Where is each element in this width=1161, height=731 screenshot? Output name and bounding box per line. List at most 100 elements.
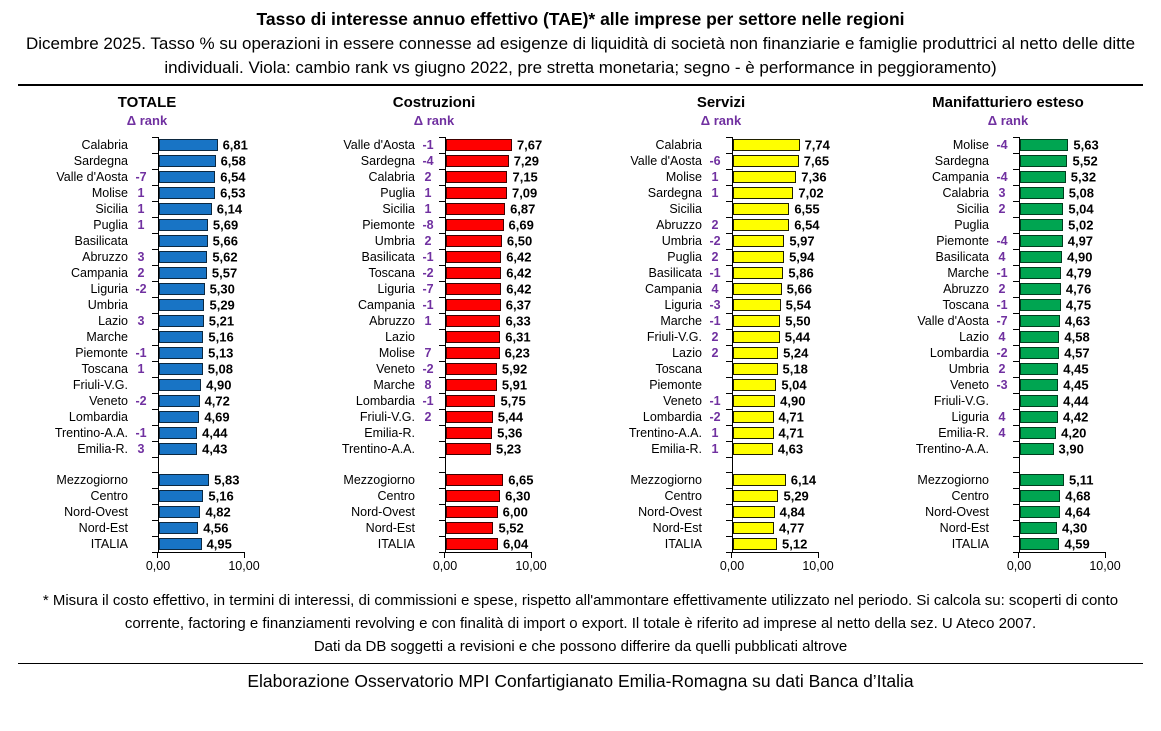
region-row: Veneto -1 4,90: [584, 393, 871, 410]
rank-delta: 3: [137, 250, 145, 264]
bar: [1020, 203, 1064, 215]
value-label: 5,30: [209, 281, 235, 297]
value-label: 4,45: [1063, 361, 1089, 377]
region-row: Emilia-R. 3 4,43: [10, 441, 297, 458]
value-label: 7,67: [516, 137, 543, 153]
bar: [733, 315, 781, 327]
region-label: Campania: [358, 298, 415, 312]
rank-delta: -1: [422, 250, 434, 264]
bar: [159, 267, 207, 279]
bar: [733, 490, 779, 502]
region-row: Puglia 1 7,09: [297, 185, 584, 202]
bar-plot: 5,24: [726, 345, 819, 362]
rank-delta: 4: [998, 330, 1006, 344]
region-label: Emilia-R.: [364, 426, 415, 440]
bar-plot: 4,69: [152, 409, 245, 426]
region-label: Mezzogiorno: [630, 473, 702, 487]
rank-delta: 4: [711, 282, 719, 296]
bar-plot: 5,66: [152, 233, 245, 250]
value-label: 7,09: [511, 185, 538, 201]
bar-plot: 5,23: [439, 441, 532, 458]
region-row: Puglia 5,02: [871, 217, 1158, 234]
region-row: Lazio 2 5,24: [584, 345, 871, 362]
value-label: 6,54: [794, 217, 820, 233]
value-label: 4,20: [1061, 425, 1087, 441]
value-label: 5,18: [782, 361, 808, 377]
bar: [733, 506, 775, 518]
bar-plot: 6,14: [726, 472, 819, 489]
x-tick-label-min: 0,00: [432, 559, 458, 573]
value-label: 5,75: [500, 393, 526, 409]
bar-plot: 7,29: [439, 153, 539, 170]
region-row: Molise 1 7,36: [584, 169, 871, 186]
region-row: Marche 8 5,91: [297, 377, 584, 394]
region-row: Piemonte 5,04: [584, 377, 871, 394]
region-label: Campania: [645, 282, 702, 296]
bar: [733, 474, 786, 486]
value-label: 6,58: [220, 153, 246, 169]
value-label: 5,36: [497, 425, 523, 441]
value-label: 4,72: [204, 393, 230, 409]
bar-plot: 4,56: [152, 520, 245, 537]
bar: [446, 187, 507, 199]
bar: [733, 363, 778, 375]
bar: [159, 395, 200, 407]
region-row: Sardegna 5,52: [871, 153, 1158, 170]
value-label: 6,23: [504, 345, 530, 361]
value-label: 6,53: [220, 185, 246, 201]
chart-panel-manifatturiero-esteso: Manifatturiero esteso Δ rank Molise -4 5,63 S…: [871, 94, 1158, 575]
value-label: 7,29: [513, 153, 539, 169]
region-label: Basilicata: [361, 250, 416, 264]
region-label: Sicilia: [669, 202, 702, 216]
bar: [159, 538, 202, 550]
bar: [159, 331, 204, 343]
bar-plot: 6,58: [152, 153, 246, 170]
bar-plot: 5,08: [1013, 185, 1106, 202]
bar-plot: 6,53: [152, 185, 246, 202]
value-label: 4,71: [778, 425, 804, 441]
bar-plot: 4,63: [1013, 313, 1106, 330]
bar: [1020, 267, 1062, 279]
panel-title: Servizi: [696, 94, 746, 111]
rank-delta: -1: [422, 394, 434, 408]
region-label: Liguria: [664, 298, 702, 312]
bar: [733, 379, 777, 391]
region-label: ITALIA: [90, 537, 128, 551]
page-title: Tasso di interesse annuo effettivo (TAE)…: [256, 9, 905, 29]
bar-plot: 5,18: [726, 361, 819, 378]
charts-row: TOTALE Δ rank Calabria 6,81 Sardegna 6,58 Vall…: [0, 86, 1161, 575]
value-label: 4,63: [1064, 313, 1091, 329]
bar-plot: 6,54: [726, 217, 820, 234]
x-axis-labels: 0,00 10,00: [146, 559, 260, 575]
region-label: Toscana: [81, 362, 128, 376]
bar: [446, 411, 493, 423]
region-label: Umbria: [661, 234, 702, 248]
region-row: Puglia 2 5,94: [584, 249, 871, 266]
value-label: 5,44: [497, 409, 524, 425]
value-label: 5,66: [786, 281, 812, 297]
region-label: Valle d'Aosta: [630, 154, 702, 168]
bar: [159, 235, 208, 247]
spacer-plot: [726, 457, 819, 473]
rank-delta: 8: [424, 378, 432, 392]
region-label: Sardegna: [647, 186, 702, 200]
bar-plot: 4,30: [1013, 520, 1106, 537]
region-row: Emilia-R. 5,36: [297, 425, 584, 442]
region-row: Calabria 7,74: [584, 137, 871, 154]
bar: [159, 299, 205, 311]
bar: [446, 299, 501, 311]
region-row: Liguria -3 5,54: [584, 297, 871, 314]
region-label: Lombardia: [68, 410, 128, 424]
value-label: 5,91: [501, 377, 528, 393]
bar: [446, 395, 496, 407]
bar: [733, 347, 779, 359]
rank-delta: 1: [137, 218, 145, 232]
value-label: 4,63: [777, 441, 804, 457]
value-label: 5,08: [207, 361, 233, 377]
panel-delta-rank-label: Δ rank: [126, 113, 168, 128]
bar: [159, 171, 216, 183]
bar: [1020, 139, 1069, 151]
x-axis: [730, 552, 819, 559]
bar: [1020, 506, 1060, 518]
region-label: Toscana: [942, 298, 989, 312]
